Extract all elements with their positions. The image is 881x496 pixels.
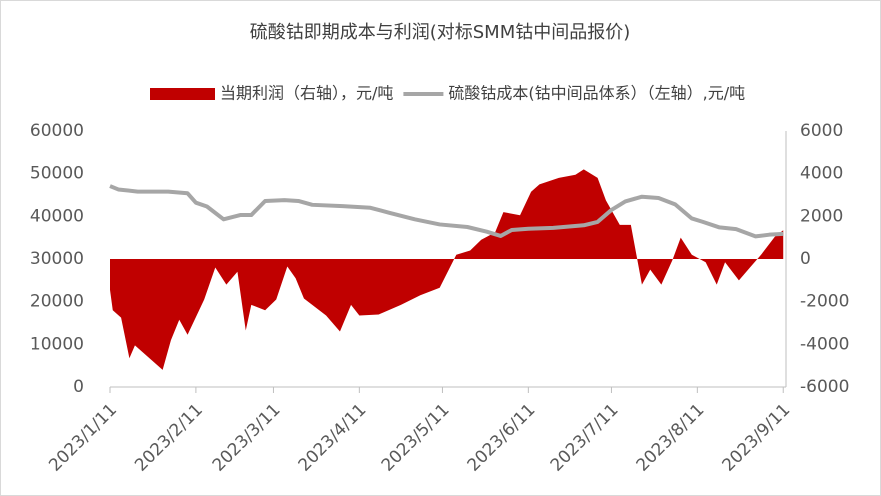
- y-tick-label: 50000: [30, 164, 84, 184]
- legend-label: 硫酸钴成本(钴中间品体系）（左轴）,元/吨: [448, 84, 745, 103]
- legend-swatch: [150, 88, 215, 100]
- cost-line: [109, 184, 784, 239]
- y-tick-label: 0: [73, 377, 84, 397]
- y2-tick-label: -4000: [800, 334, 849, 354]
- y-tick-label: 30000: [30, 249, 84, 269]
- y-tick-label: 60000: [30, 121, 84, 141]
- legend-label: 当期利润（右轴），元/吨: [220, 84, 393, 103]
- y-tick-label: 10000: [30, 334, 84, 354]
- y2-tick-label: 0: [800, 249, 811, 269]
- y2-tick-label: 6000: [800, 121, 843, 141]
- y-tick-label: 20000: [30, 292, 84, 312]
- chart-title: 硫酸钴即期成本与利润(对标SMM钴中间品报价): [250, 22, 631, 43]
- y2-tick-label: -2000: [800, 292, 849, 312]
- y2-tick-label: 2000: [800, 206, 843, 226]
- y2-tick-label: 4000: [800, 164, 843, 184]
- y2-tick-label: -6000: [800, 377, 849, 397]
- y-tick-label: 40000: [30, 206, 84, 226]
- profit-area: [110, 169, 784, 370]
